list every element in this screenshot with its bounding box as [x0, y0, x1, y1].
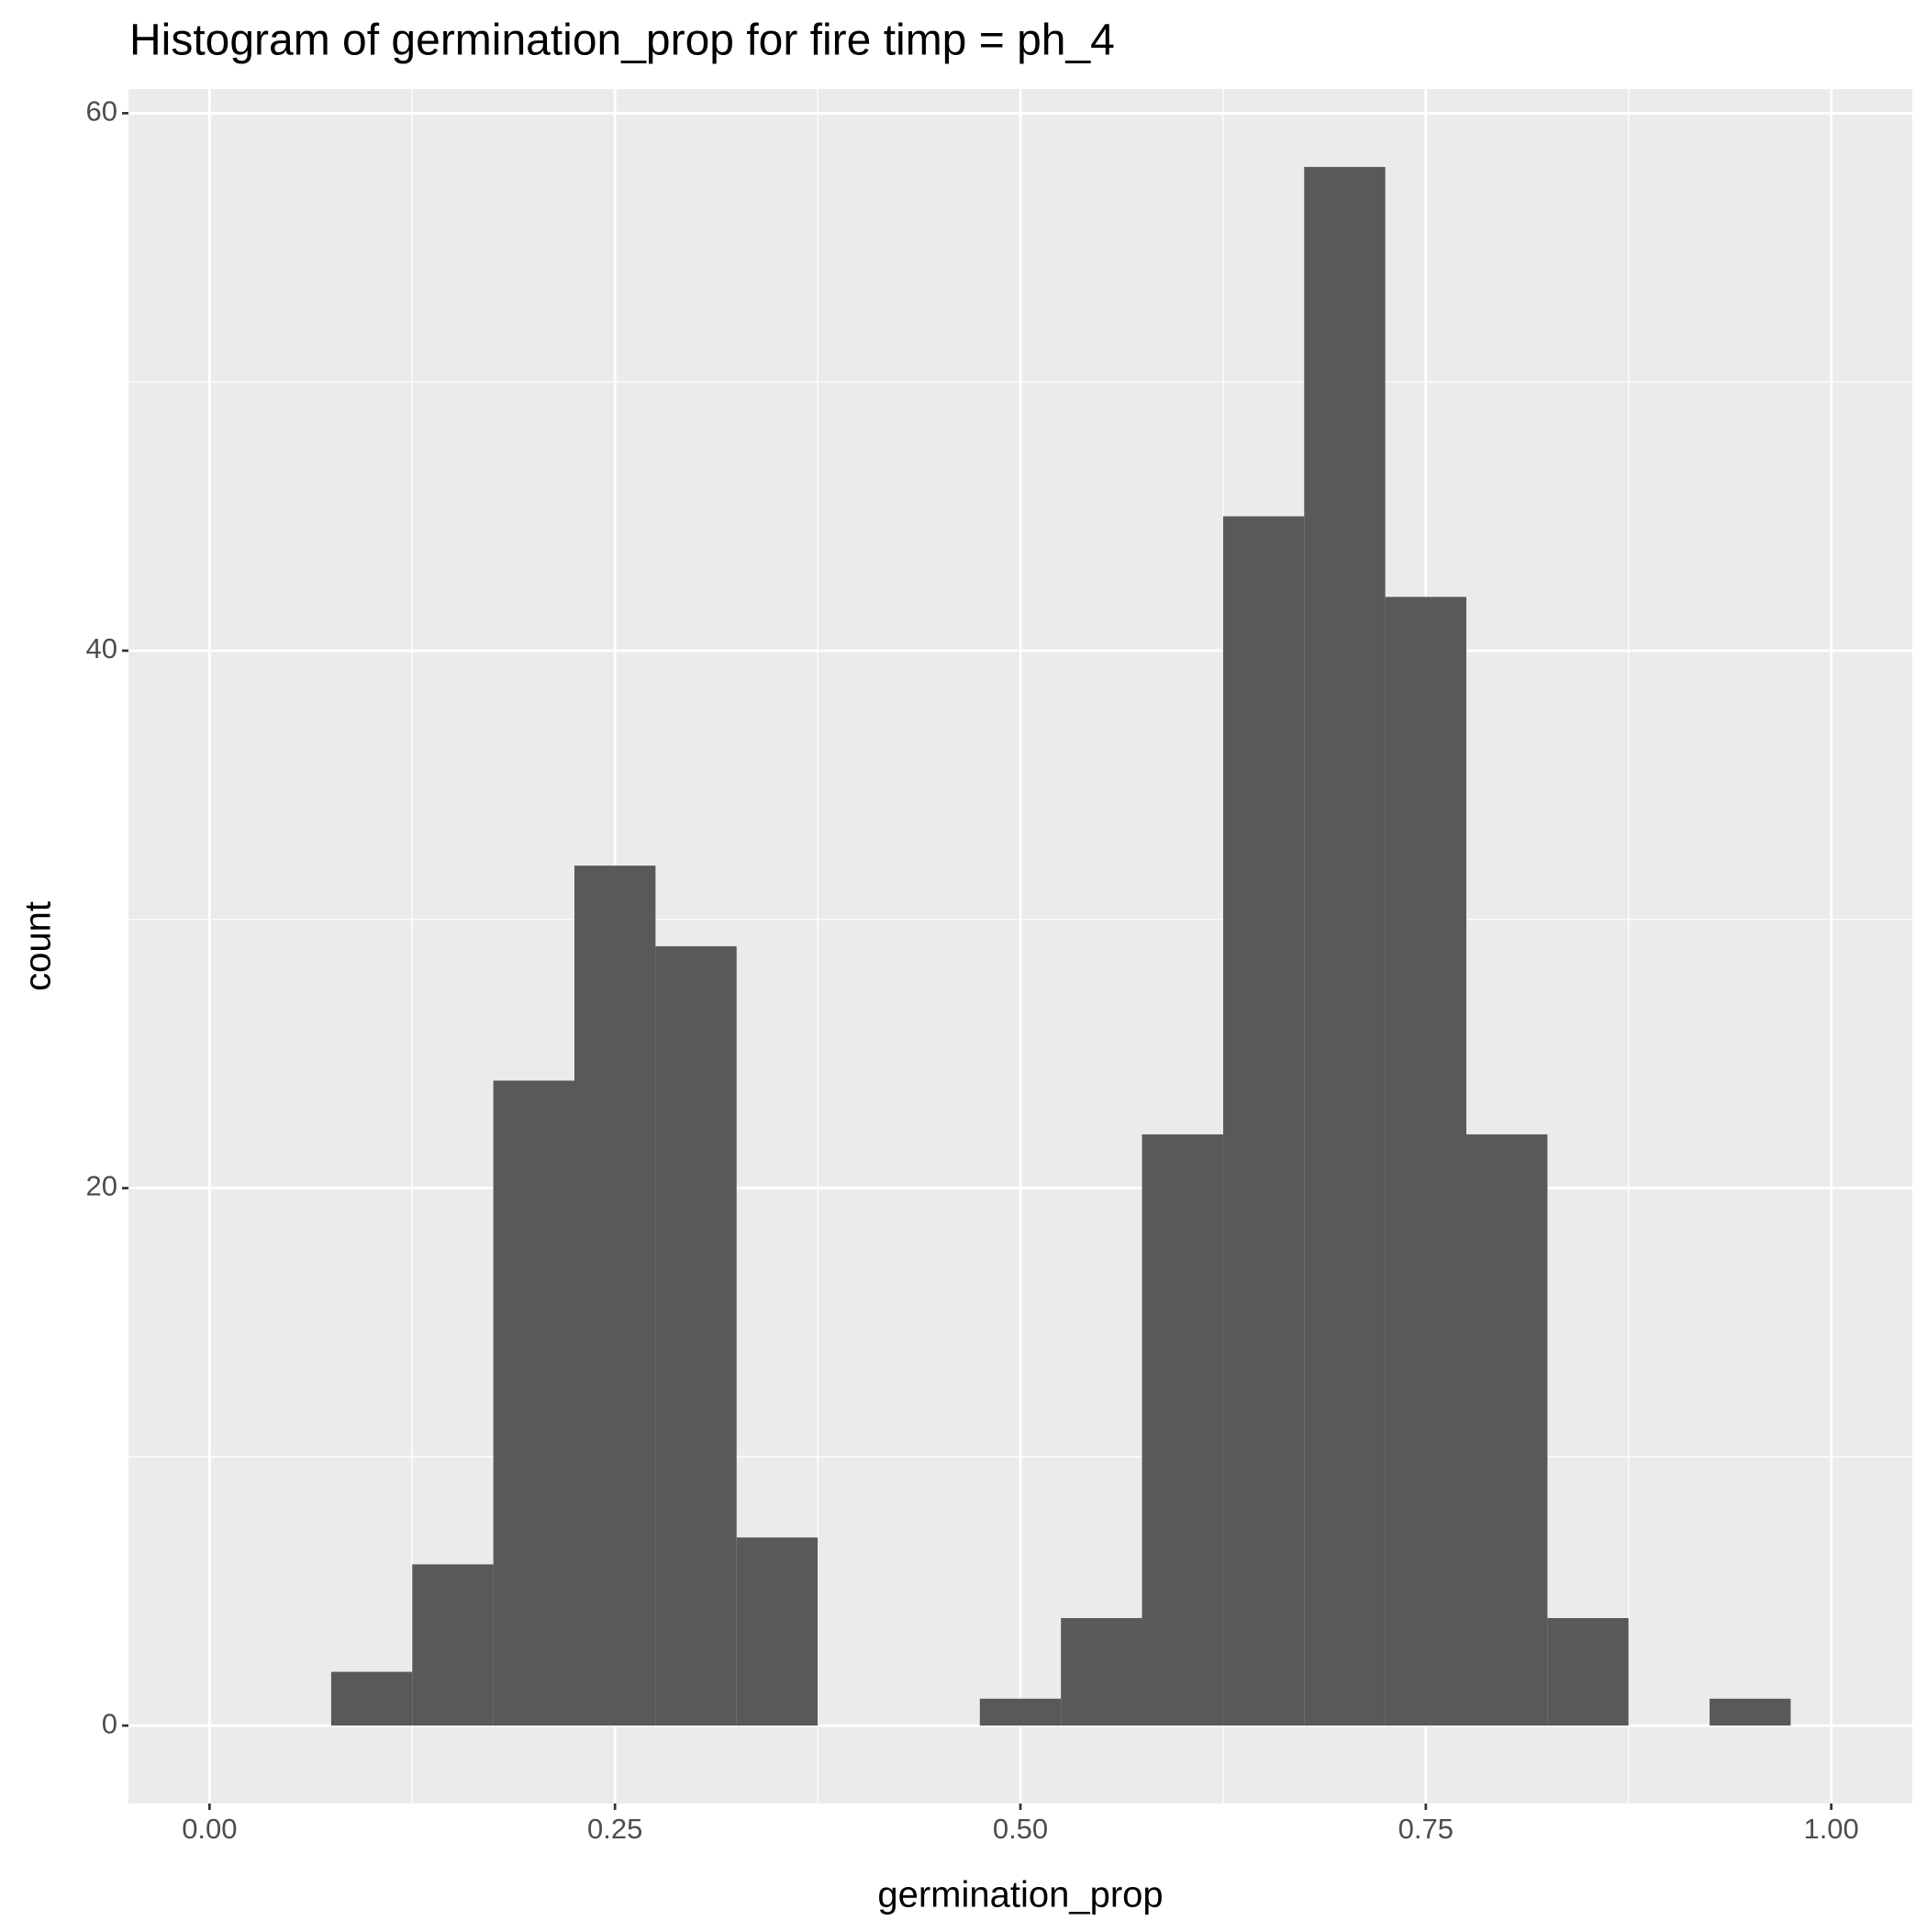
chart-title: Histogram of germination_prop for fire t…	[129, 17, 1115, 65]
x-tick-label: 0.25	[587, 1813, 642, 1845]
bar	[655, 946, 737, 1726]
bar	[1222, 516, 1305, 1726]
bar	[979, 1698, 1062, 1726]
x-tick-label: 0.00	[182, 1813, 237, 1845]
bar	[1061, 1617, 1142, 1726]
y-tick-label: 0	[102, 1707, 117, 1739]
y-tick-label: 60	[86, 95, 117, 128]
y-tick-label: 20	[86, 1170, 117, 1202]
y-axis-title: count	[18, 901, 59, 991]
bar	[736, 1537, 819, 1726]
x-tick-label: 0.50	[993, 1813, 1048, 1845]
bar	[1466, 1134, 1548, 1726]
bar	[1710, 1698, 1791, 1726]
bar	[574, 865, 656, 1726]
y-tick-label: 40	[86, 632, 117, 664]
bar	[1142, 1134, 1223, 1726]
bar	[1385, 597, 1466, 1726]
x-tick-label: 0.75	[1398, 1813, 1454, 1845]
bar	[412, 1564, 494, 1726]
x-axis-title: germination_prop	[877, 1875, 1163, 1915]
bar	[1304, 166, 1386, 1726]
x-tick-label: 1.00	[1803, 1813, 1858, 1845]
bar	[330, 1671, 413, 1726]
bar	[1547, 1617, 1629, 1726]
bar	[493, 1080, 574, 1726]
